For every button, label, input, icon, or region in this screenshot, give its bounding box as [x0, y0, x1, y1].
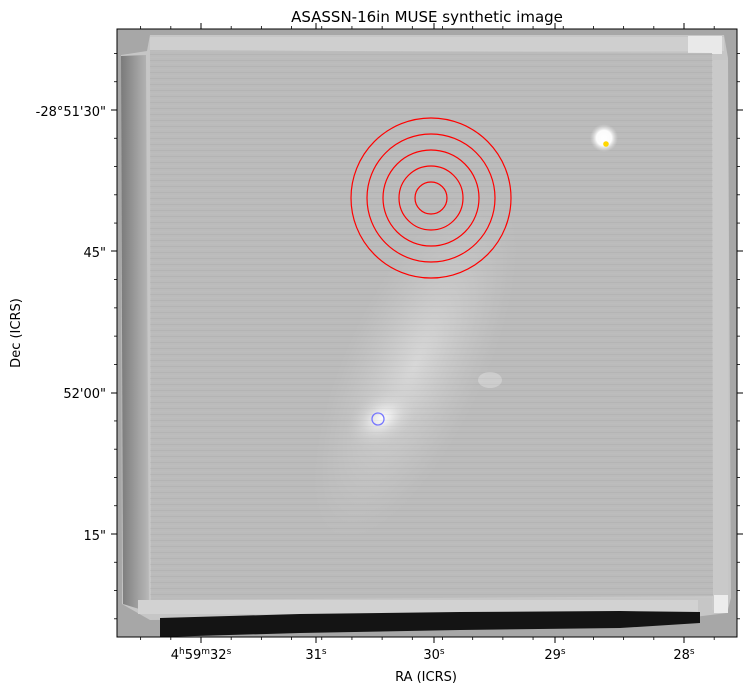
- x-tick-0-hour-unit: h: [179, 647, 185, 657]
- y-tick-labels: -28°51'30" 45" 52'00" 15": [36, 105, 106, 544]
- field-right-bright: [714, 595, 728, 613]
- x-tick-0-minute: 59: [185, 648, 202, 663]
- field-top-bright: [688, 36, 722, 54]
- transient-ring-5: [350, 117, 512, 279]
- image-panel: [117, 29, 737, 637]
- chart-title: ASASSN-16in MUSE synthetic image: [291, 8, 563, 26]
- transient-ring-2: [398, 165, 464, 231]
- x-tick-label-1: 31s: [305, 647, 327, 663]
- nucleus-marker: [371, 412, 385, 426]
- x-tick-0-second-unit: s: [227, 647, 232, 657]
- x-tick-3-second: 29: [544, 648, 561, 663]
- field-left-edge: [121, 55, 149, 612]
- y-tick-label-1: 45": [83, 246, 106, 261]
- x-tick-1-second-unit: s: [322, 647, 327, 657]
- x-tick-label-4: 28s: [673, 647, 695, 663]
- minor-ticks: [114, 26, 740, 640]
- x-tick-label-0: 4h59m32s: [171, 647, 232, 663]
- field-right-strip: [712, 60, 728, 610]
- transient-ring-1: [414, 181, 448, 215]
- x-tick-labels: 4h59m32s 31s 30s 29s 28s: [171, 647, 695, 663]
- field-top-strip: [150, 37, 724, 51]
- x-tick-3-second-unit: s: [561, 647, 566, 657]
- field-scanlines: [150, 50, 713, 600]
- x-tick-4-second-unit: s: [690, 647, 695, 657]
- x-tick-4-second: 28: [673, 648, 690, 663]
- star-halo: [590, 124, 618, 152]
- field-bottom-dark: [160, 611, 700, 637]
- y-tick-label-0: -28°51'30": [36, 105, 106, 120]
- plot-frame: [116, 28, 738, 638]
- star-marker: [603, 141, 609, 147]
- x-tick-0-minute-unit: m: [201, 647, 210, 657]
- x-tick-label-2: 30s: [423, 647, 445, 663]
- x-axis-label: RA (ICRS): [395, 670, 457, 685]
- x-tick-2-second-unit: s: [440, 647, 445, 657]
- x-tick-2-second: 30: [423, 648, 440, 663]
- y-tick-label-3: 15": [83, 529, 106, 544]
- field-bottom-strip: [138, 600, 698, 614]
- y-axis-label: Dec (ICRS): [9, 298, 24, 368]
- x-tick-0-second: 32: [210, 648, 227, 663]
- y-tick-label-2: 52'00": [63, 387, 106, 402]
- x-tick-0-hour: 4: [171, 648, 179, 663]
- x-tick-label-3: 29s: [544, 647, 566, 663]
- transient-rings: [350, 117, 512, 279]
- major-ticks: [111, 23, 743, 643]
- x-tick-1-second: 31: [305, 648, 322, 663]
- transient-ring-4: [366, 133, 496, 263]
- transient-ring-3: [382, 149, 480, 247]
